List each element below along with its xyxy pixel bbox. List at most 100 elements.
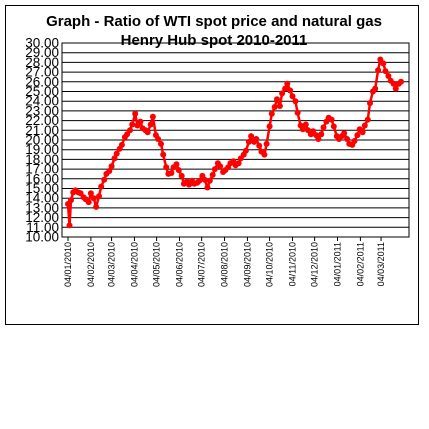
data-point (328, 116, 335, 123)
x-tick-label: 04/03/2010 (107, 242, 117, 287)
y-tick-label: 15.00 (25, 181, 59, 196)
data-point (330, 123, 337, 130)
x-tick-label: 04/09/2010 (242, 242, 252, 287)
series-layer (65, 56, 404, 229)
data-point (248, 133, 255, 140)
data-point (318, 131, 325, 138)
data-point (87, 190, 94, 197)
data-point (132, 110, 139, 117)
data-point (175, 167, 182, 174)
data-point (294, 109, 301, 116)
data-point (66, 222, 73, 229)
data-point (282, 85, 289, 92)
y-tick-label: 25.00 (25, 84, 59, 99)
data-point (111, 155, 118, 162)
data-point (341, 130, 348, 137)
data-point (85, 199, 92, 206)
x-tick-label: 04/08/2010 (220, 242, 230, 287)
data-point (398, 78, 404, 85)
data-point (168, 170, 175, 176)
data-point (287, 87, 294, 94)
y-tick-label: 10.00 (25, 230, 59, 245)
data-point (354, 132, 361, 139)
data-point (289, 93, 296, 100)
grid-layer (62, 42, 409, 238)
y-tick-label: 12.00 (25, 210, 59, 225)
tick-layer: 10.0011.0012.0013.0014.0015.0016.0017.00… (25, 36, 386, 288)
y-tick-label: 29.00 (25, 45, 59, 60)
data-point (147, 121, 154, 128)
data-point (367, 100, 373, 107)
data-point (217, 163, 224, 170)
data-point (344, 136, 351, 142)
data-point (149, 113, 156, 120)
data-point (364, 116, 371, 123)
data-point (137, 118, 144, 125)
data-point (113, 150, 120, 157)
data-point (211, 166, 218, 173)
data-point (127, 127, 133, 134)
data-point (196, 177, 203, 184)
y-tick-label: 20.00 (25, 133, 59, 148)
y-tick-label: 11.00 (26, 220, 59, 235)
data-point (253, 136, 260, 142)
y-tick-label: 24.00 (25, 94, 59, 109)
data-point (98, 183, 105, 190)
axis-layer (61, 42, 410, 241)
x-tick-label: 04/07/2010 (197, 242, 207, 287)
y-tick-label: 28.00 (25, 55, 59, 70)
y-tick-label: 13.00 (25, 200, 59, 215)
data-point (263, 140, 270, 147)
chart-frame: Graph - Ratio of WTI spot price and natu… (5, 5, 419, 325)
data-point (279, 90, 286, 97)
data-point (209, 171, 216, 178)
data-point (380, 60, 387, 67)
data-point (284, 80, 291, 87)
data-point (201, 176, 208, 183)
data-point (101, 176, 108, 183)
data-point (242, 147, 249, 154)
data-point (385, 73, 392, 79)
x-tick-label: 04/02/2011 (355, 242, 365, 286)
x-tick-label: 04/11/2010 (287, 242, 297, 286)
data-point (204, 184, 211, 191)
data-point (274, 96, 280, 103)
plot-area-border (61, 42, 410, 238)
x-tick-label: 04/06/2010 (174, 242, 184, 287)
data-point (118, 141, 125, 148)
data-point (178, 172, 185, 179)
data-point (351, 138, 358, 144)
data-point (96, 193, 102, 200)
data-point (382, 68, 389, 75)
data-point (155, 136, 162, 142)
y-tick-label: 26.00 (25, 74, 59, 89)
y-tick-label: 21.00 (25, 123, 59, 138)
data-point (375, 67, 382, 74)
x-tick-label: 04/02/2010 (86, 242, 96, 287)
y-tick-label: 22.00 (25, 113, 59, 128)
x-tick-label: 04/12/2010 (310, 242, 320, 287)
data-point (390, 80, 397, 87)
data-point (271, 104, 278, 110)
data-point (173, 161, 180, 168)
data-point (163, 164, 170, 171)
data-point (129, 121, 136, 128)
data-point (261, 151, 268, 158)
x-tick-label: 04/01/2010 (63, 242, 73, 287)
y-tick-label: 14.00 (25, 191, 59, 206)
y-tick-label: 17.00 (25, 162, 59, 177)
data-point (361, 122, 368, 129)
x-tick-label: 04/04/2010 (129, 242, 139, 287)
data-point (108, 163, 115, 170)
data-point (266, 123, 273, 130)
data-point (320, 124, 327, 131)
data-point (158, 140, 164, 147)
y-tick-label: 27.00 (25, 65, 59, 80)
data-point (90, 195, 97, 202)
data-point (299, 126, 306, 133)
x-tick-label: 04/03/2011 (376, 242, 386, 286)
data-point (160, 151, 167, 158)
data-point (372, 85, 379, 92)
data-point (302, 121, 309, 128)
